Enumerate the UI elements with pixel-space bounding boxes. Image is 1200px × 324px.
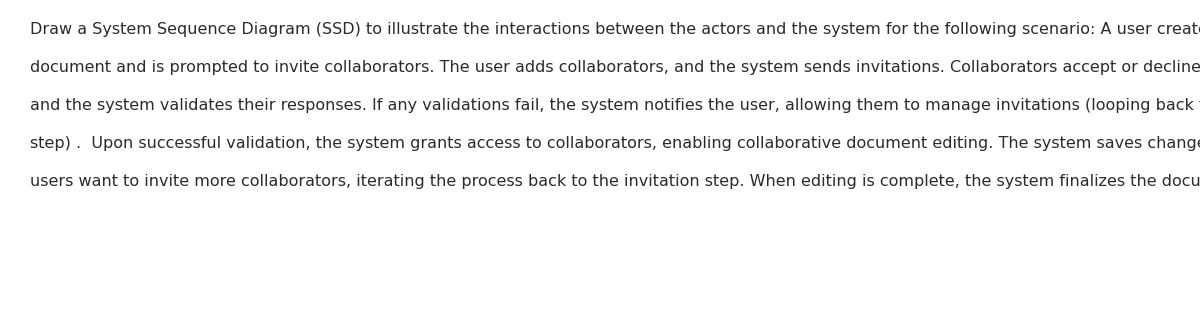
Text: Draw a System Sequence Diagram (SSD) to illustrate the interactions between the : Draw a System Sequence Diagram (SSD) to … xyxy=(30,22,1200,37)
Text: document and is prompted to invite collaborators. The user adds collaborators, a: document and is prompted to invite colla… xyxy=(30,60,1200,75)
Text: step) .  Upon successful validation, the system grants access to collaborators, : step) . Upon successful validation, the … xyxy=(30,136,1200,151)
Text: users want to invite more collaborators, iterating the process back to the invit: users want to invite more collaborators,… xyxy=(30,174,1200,189)
Text: and the system validates their responses. If any validations fail, the system no: and the system validates their responses… xyxy=(30,98,1200,113)
